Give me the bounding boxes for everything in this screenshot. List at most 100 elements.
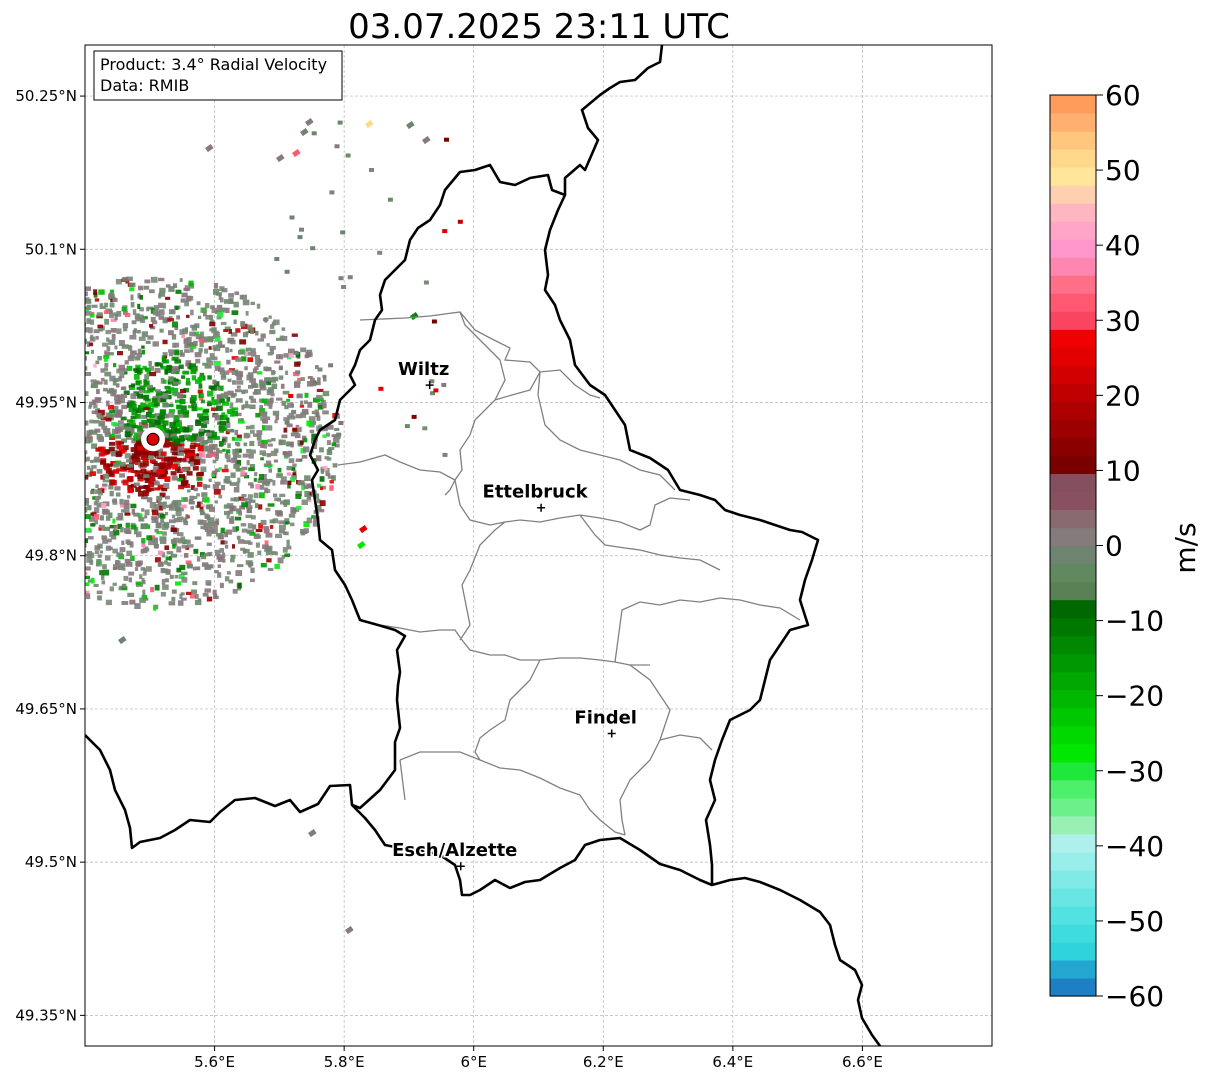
- echo-pixel: [160, 568, 166, 574]
- echo-pixel: [151, 397, 158, 404]
- echo-pixel: [186, 295, 192, 302]
- city-label: Esch/Alzette: [392, 840, 517, 861]
- echo-pixel: [226, 359, 231, 365]
- echo-pixel: [193, 548, 199, 554]
- echo-pixel: [33, 448, 40, 452]
- echo-pixel: [124, 312, 131, 318]
- echo-pixel: [457, 219, 463, 224]
- echo-pixel: [0, 490, 3, 496]
- echo-pixel: [214, 365, 221, 371]
- echo-pixel: [234, 497, 239, 502]
- echo-pixel: [130, 403, 137, 409]
- echo-pixel: [112, 405, 119, 412]
- echo-pixel: [175, 581, 182, 586]
- echo-pixel: [104, 302, 108, 308]
- echo-pixel: [109, 490, 114, 497]
- echo-pixel: [170, 471, 177, 476]
- echo-pixel: [179, 435, 186, 442]
- echo-pixel: [154, 362, 160, 367]
- echo-pixel: [219, 297, 224, 303]
- echo-pixel: [287, 441, 294, 446]
- echo-pixel: [284, 405, 289, 410]
- echo-pixel: [189, 363, 196, 367]
- echo-pixel: [322, 390, 330, 397]
- echo-pixel: [93, 363, 97, 368]
- echo-pixel: [183, 287, 191, 291]
- echo-pixel: [87, 465, 91, 470]
- echo-pixel: [218, 340, 223, 345]
- echo-pixel: [116, 328, 122, 334]
- echo-pixel: [285, 370, 289, 375]
- city-marker-icon: [425, 381, 434, 390]
- echo-pixel: [57, 523, 63, 527]
- echo-pixel: [184, 452, 191, 459]
- echo-pixel: [205, 580, 212, 586]
- echo-pixel: [70, 340, 75, 345]
- echo-pixel: [256, 363, 261, 367]
- echo-pixel: [295, 490, 302, 497]
- echo-pixel: [186, 591, 192, 595]
- echo-pixel: [158, 315, 165, 320]
- echo-pixel: [119, 449, 125, 454]
- echo-pixel: [278, 366, 283, 370]
- echo-pixel: [35, 453, 38, 456]
- echo-pixel: [314, 381, 321, 386]
- echo-pixel: [33, 440, 37, 445]
- echo-pixel: [74, 312, 78, 317]
- echo-pixel: [406, 120, 415, 130]
- echo-pixel: [100, 474, 105, 480]
- echo-pixel: [159, 492, 166, 498]
- echo-pixel: [0, 390, 2, 396]
- echo-pixel: [441, 383, 447, 387]
- colorbar-swatch: [1050, 131, 1096, 150]
- echo-pixel: [40, 480, 47, 485]
- echo-pixel: [148, 366, 155, 371]
- echo-pixel: [178, 364, 184, 369]
- echo-pixel: [0, 482, 7, 485]
- echo-pixel: [86, 304, 92, 310]
- echo-pixel: [56, 474, 60, 480]
- echo-pixel: [99, 550, 103, 554]
- echo-pixel: [266, 381, 271, 386]
- echo-pixel: [42, 349, 49, 352]
- echo-pixel: [319, 509, 325, 513]
- echo-pixel: [226, 449, 231, 454]
- echo-pixel: [46, 457, 53, 462]
- echo-pixel: [140, 317, 146, 323]
- echo-pixel: [173, 366, 181, 372]
- echo-pixel: [183, 497, 188, 502]
- echo-pixel: [213, 593, 218, 599]
- echo-pixel: [233, 463, 240, 469]
- echo-pixel: [247, 523, 253, 529]
- echo-pixel: [113, 363, 117, 368]
- echo-pixel: [261, 411, 268, 417]
- echo-pixel: [78, 319, 81, 324]
- echo-pixel: [91, 443, 98, 449]
- echo-pixel: [21, 426, 27, 429]
- echo-pixel: [145, 340, 151, 344]
- echo-pixel: [47, 458, 51, 461]
- echo-pixel: [0, 464, 4, 467]
- echo-pixel: [197, 413, 204, 418]
- echo-pixel: [27, 451, 33, 456]
- echo-pixel: [130, 383, 136, 388]
- echo-pixel: [38, 433, 44, 439]
- echo-pixel: [47, 488, 53, 492]
- colorbar-tick-label: 40: [1105, 229, 1141, 262]
- echo-pixel: [166, 364, 172, 371]
- echo-pixel: [59, 312, 65, 316]
- echo-pixel: [282, 336, 288, 342]
- echo-pixel: [212, 379, 217, 385]
- echo-pixel: [127, 495, 131, 499]
- echo-pixel: [38, 363, 43, 368]
- echo-pixel: [205, 505, 209, 509]
- echo-pixel: [271, 383, 278, 389]
- echo-pixel: [248, 453, 254, 459]
- echo-pixel: [164, 476, 171, 480]
- echo-pixel: [93, 513, 100, 520]
- echo-pixel: [29, 517, 32, 523]
- colorbar-swatch: [1050, 833, 1096, 853]
- echo-pixel: [292, 430, 299, 434]
- echo-pixel: [133, 482, 140, 486]
- echo-pixel: [273, 493, 278, 498]
